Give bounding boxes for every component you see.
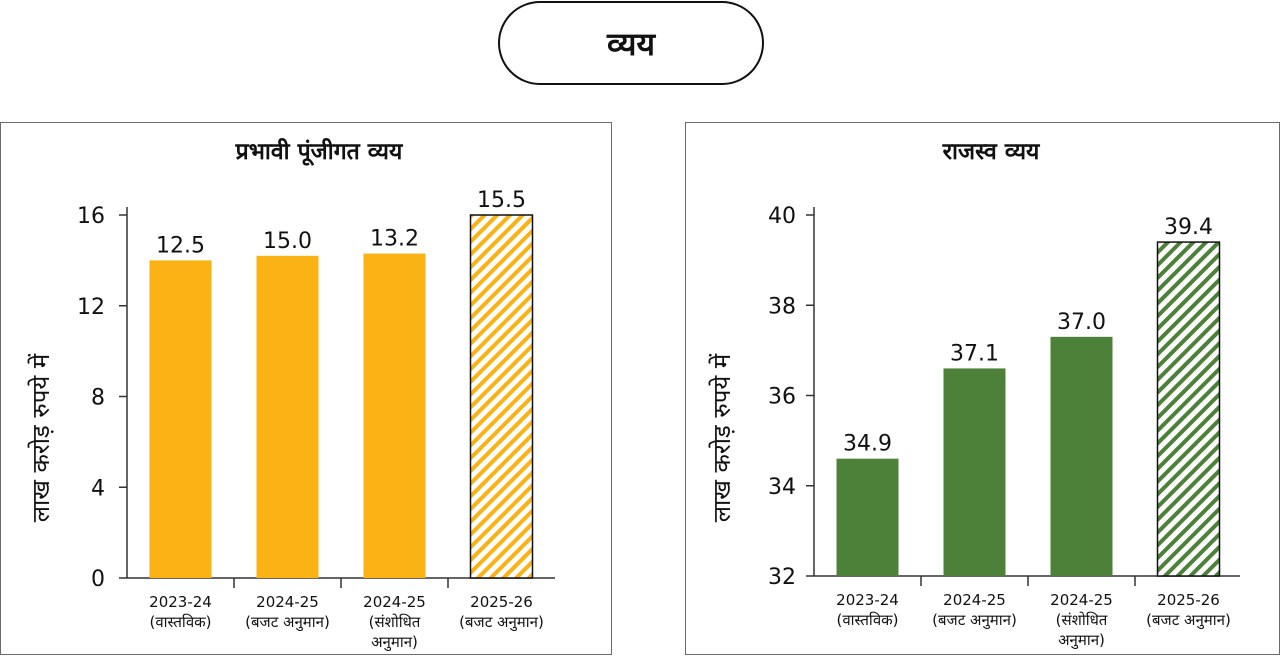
page-title: व्यय <box>498 1 764 85</box>
y-tick-label: 12 <box>77 295 105 320</box>
revex-chart-svg: राजस्व व्यय लाख करोड़ रुपये में 32 34 36 38 40… <box>708 139 1240 650</box>
data-label: 39.4 <box>1164 215 1213 240</box>
bar <box>836 458 899 576</box>
x-tick-label: 2024-25 <box>943 591 1006 609</box>
bar <box>363 253 426 578</box>
y-axis-label: लाख करोड़ रुपये में <box>708 353 736 522</box>
bar <box>1050 336 1113 576</box>
data-label: 13.2 <box>370 227 419 252</box>
data-label: 34.9 <box>843 432 892 457</box>
bar <box>149 260 212 578</box>
capex-chart-panel: प्रभावी पूंजीगत व्यय लाख करोड़ रुपये में 0… <box>0 122 612 655</box>
x-tick-label: 2024-25 <box>1050 591 1113 609</box>
data-label: 37.1 <box>950 341 999 366</box>
x-tick-label: अनुमान) <box>371 633 418 652</box>
y-tick-label: 40 <box>768 204 796 229</box>
chart-title: प्रभावी पूंजीगत व्यय <box>235 137 404 166</box>
x-tick-label: 2025-26 <box>1157 591 1220 609</box>
y-tick-label: 34 <box>768 475 796 500</box>
x-tick-label: अनुमान) <box>1058 631 1105 650</box>
y-tick-label: 4 <box>91 476 105 501</box>
x-tick-label: (वास्तविक) <box>149 613 211 631</box>
x-tick-label: 2024-25 <box>256 593 319 611</box>
x-tick-label: 2024-25 <box>363 593 426 611</box>
x-tick-label: (संशोधित <box>369 613 421 631</box>
revex-chart-panel: राजस्व व्यय लाख करोड़ रुपये में 32 34 36 38 40… <box>685 122 1280 655</box>
bar <box>943 368 1006 576</box>
x-tick-label: (बजट अनुमान) <box>245 613 330 632</box>
data-label: 15.0 <box>263 229 312 254</box>
bar-projected <box>469 214 534 579</box>
x-tick-label: (बजट अनुमान) <box>932 611 1017 630</box>
x-tick-label: (बजट अनुमान) <box>459 613 544 632</box>
x-tick-label: (वास्तविक) <box>836 611 898 629</box>
x-tick-label: (संशोधित <box>1056 611 1108 629</box>
data-label: 15.5 <box>477 188 526 213</box>
capex-chart-svg: प्रभावी पूंजीगत व्यय लाख करोड़ रुपये में 0… <box>27 137 555 652</box>
y-tick-label: 16 <box>77 204 105 229</box>
bar-projected <box>1156 241 1221 577</box>
data-label: 12.5 <box>156 233 205 258</box>
y-tick-label: 0 <box>91 567 105 592</box>
y-tick-label: 38 <box>768 294 796 319</box>
x-tick-label: 2023-24 <box>149 593 212 611</box>
chart-title: राजस्व व्यय <box>942 139 1041 165</box>
bar <box>256 255 319 578</box>
y-axis-label: लाख करोड़ रुपये में <box>27 353 55 522</box>
x-tick-label: 2023-24 <box>836 591 899 609</box>
x-tick-label: 2025-26 <box>470 593 533 611</box>
data-label: 37.0 <box>1057 310 1106 335</box>
y-tick-label: 36 <box>768 385 796 410</box>
y-tick-label: 32 <box>768 565 796 590</box>
y-tick-label: 8 <box>91 386 105 411</box>
x-tick-label: (बजट अनुमान) <box>1146 611 1231 630</box>
